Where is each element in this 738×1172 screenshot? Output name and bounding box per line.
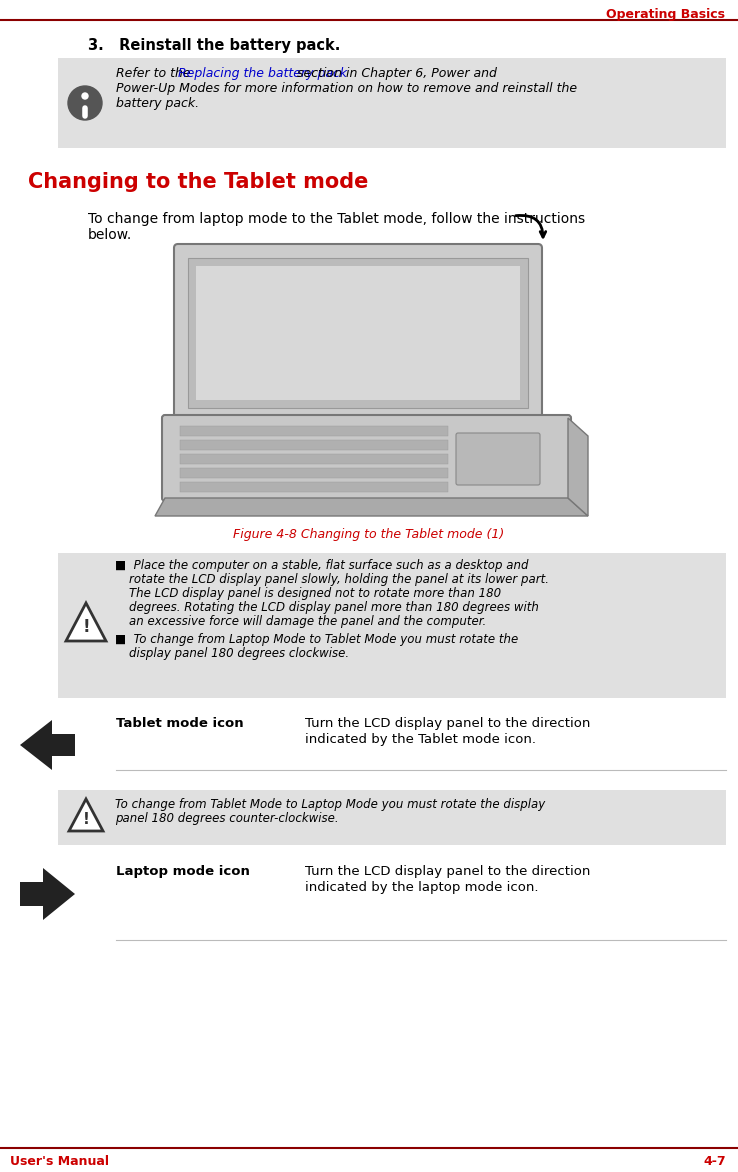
Text: User's Manual: User's Manual <box>10 1154 109 1168</box>
Text: rotate the LCD display panel slowly, holding the panel at its lower part.: rotate the LCD display panel slowly, hol… <box>129 573 549 586</box>
FancyBboxPatch shape <box>58 57 726 148</box>
FancyBboxPatch shape <box>58 790 726 845</box>
FancyBboxPatch shape <box>58 553 726 699</box>
Text: ■  Place the computer on a stable, flat surface such as a desktop and: ■ Place the computer on a stable, flat s… <box>115 559 528 572</box>
FancyBboxPatch shape <box>180 468 448 478</box>
FancyBboxPatch shape <box>188 258 528 408</box>
Text: Operating Basics: Operating Basics <box>606 8 725 21</box>
Text: Laptop mode icon: Laptop mode icon <box>116 865 250 878</box>
FancyBboxPatch shape <box>180 454 448 464</box>
FancyBboxPatch shape <box>196 266 520 400</box>
Text: indicated by the Tablet mode icon.: indicated by the Tablet mode icon. <box>305 732 536 747</box>
Polygon shape <box>66 604 106 641</box>
Text: The LCD display panel is designed not to rotate more than 180: The LCD display panel is designed not to… <box>129 587 501 600</box>
Text: below.: below. <box>88 229 132 241</box>
Text: To change from Tablet Mode to Laptop Mode you must rotate the display: To change from Tablet Mode to Laptop Mod… <box>115 798 545 811</box>
FancyBboxPatch shape <box>180 425 448 436</box>
Polygon shape <box>20 868 75 920</box>
Text: battery pack.: battery pack. <box>116 97 199 110</box>
Text: !: ! <box>82 618 90 636</box>
Text: Replacing the battery pack: Replacing the battery pack <box>178 67 347 80</box>
FancyBboxPatch shape <box>174 244 542 422</box>
Text: Refer to the: Refer to the <box>116 67 195 80</box>
Text: 4-7: 4-7 <box>703 1154 726 1168</box>
FancyBboxPatch shape <box>162 415 571 500</box>
Text: an excessive force will damage the panel and the computer.: an excessive force will damage the panel… <box>129 615 486 628</box>
FancyBboxPatch shape <box>180 440 448 450</box>
Text: Figure 4-8 Changing to the Tablet mode (1): Figure 4-8 Changing to the Tablet mode (… <box>233 529 505 541</box>
FancyBboxPatch shape <box>456 432 540 485</box>
Polygon shape <box>20 720 75 770</box>
Circle shape <box>68 86 102 120</box>
Text: panel 180 degrees counter-clockwise.: panel 180 degrees counter-clockwise. <box>115 812 339 825</box>
Text: Changing to the Tablet mode: Changing to the Tablet mode <box>28 172 368 192</box>
FancyBboxPatch shape <box>198 418 518 424</box>
Polygon shape <box>69 799 103 831</box>
Text: indicated by the laptop mode icon.: indicated by the laptop mode icon. <box>305 881 539 894</box>
Text: section in Chapter 6, Power and: section in Chapter 6, Power and <box>293 67 497 80</box>
Text: 3.   Reinstall the battery pack.: 3. Reinstall the battery pack. <box>88 38 340 53</box>
Text: Turn the LCD display panel to the direction: Turn the LCD display panel to the direct… <box>305 717 590 730</box>
Text: To change from laptop mode to the Tablet mode, follow the instructions: To change from laptop mode to the Tablet… <box>88 212 585 226</box>
Text: !: ! <box>83 811 89 826</box>
Text: Tablet mode icon: Tablet mode icon <box>116 717 244 730</box>
Text: Power-Up Modes for more information on how to remove and reinstall the: Power-Up Modes for more information on h… <box>116 82 577 95</box>
Text: degrees. Rotating the LCD display panel more than 180 degrees with: degrees. Rotating the LCD display panel … <box>129 601 539 614</box>
Text: Turn the LCD display panel to the direction: Turn the LCD display panel to the direct… <box>305 865 590 878</box>
Text: display panel 180 degrees clockwise.: display panel 180 degrees clockwise. <box>129 647 349 660</box>
Text: ■  To change from Laptop Mode to Tablet Mode you must rotate the: ■ To change from Laptop Mode to Tablet M… <box>115 633 518 646</box>
Circle shape <box>82 93 88 98</box>
FancyBboxPatch shape <box>180 482 448 492</box>
Polygon shape <box>568 418 588 516</box>
Polygon shape <box>155 498 588 516</box>
